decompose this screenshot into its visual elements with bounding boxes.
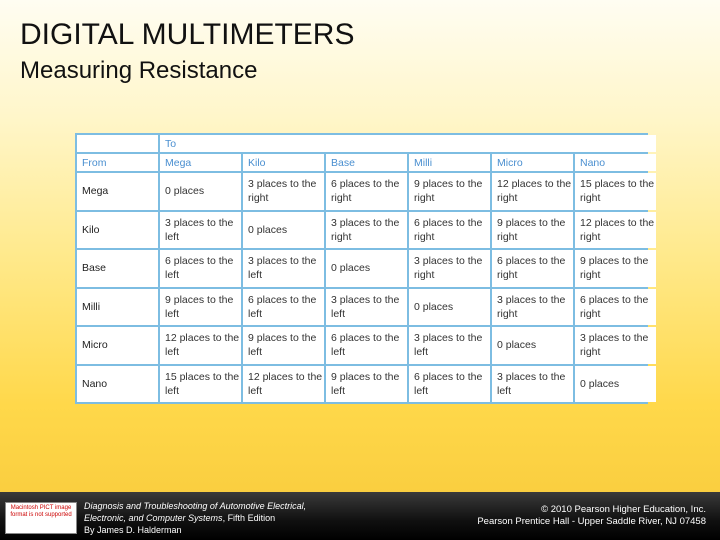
- column-header-base: Base: [326, 154, 407, 171]
- table-cell: 6 places to the right: [326, 173, 407, 210]
- table-cell: 12 places to the right: [575, 211, 656, 248]
- conversion-table: To From Mega Kilo Base Milli Micro Nano …: [75, 133, 658, 404]
- table-row: Mega 0 places 3 places to the right 6 pl…: [77, 173, 656, 210]
- table-cell: 15 places to the right: [575, 173, 656, 210]
- table-cell: 0 places: [492, 327, 573, 364]
- row-header-mega: Mega: [77, 173, 158, 210]
- book-author: By James D. Halderman: [84, 525, 182, 535]
- column-header-from: From: [77, 154, 158, 171]
- table-cell: 0 places: [243, 211, 324, 248]
- table-cell: 6 places to the left: [160, 250, 241, 287]
- table-cell: 6 places to the right: [492, 250, 573, 287]
- slide-subtitle: Measuring Resistance: [20, 57, 258, 84]
- table-cell: 6 places to the left: [409, 365, 490, 402]
- table-cell: 3 places to the left: [243, 250, 324, 287]
- column-header-nano: Nano: [575, 154, 656, 171]
- row-header-nano: Nano: [77, 365, 158, 402]
- table-cell: 6 places to the left: [243, 288, 324, 325]
- table-cell: 3 places to the left: [326, 288, 407, 325]
- column-header-milli: Milli: [409, 154, 490, 171]
- table-cell: 9 places to the left: [160, 288, 241, 325]
- table-cell: 15 places to the left: [160, 365, 241, 402]
- table-cell: 6 places to the left: [326, 327, 407, 364]
- table-cell: 9 places to the right: [409, 173, 490, 210]
- table-row: Micro 12 places to the left 9 places to …: [77, 327, 656, 364]
- table-cell: 3 places to the right: [409, 250, 490, 287]
- table-cell: 0 places: [160, 173, 241, 210]
- table-cell: 3 places to the right: [492, 288, 573, 325]
- slide-title: DIGITAL MULTIMETERS: [20, 18, 355, 51]
- table-row: Kilo 3 places to the left 0 places 3 pla…: [77, 211, 656, 248]
- book-title-line-2: Electronic, and Computer Systems, Fifth …: [84, 512, 354, 524]
- publisher-logo-placeholder: Macintosh PICT image format is not suppo…: [5, 502, 77, 534]
- table-cell: 6 places to the right: [409, 211, 490, 248]
- table-cell: 3 places to the left: [409, 327, 490, 364]
- table-cell: 9 places to the left: [243, 327, 324, 364]
- table-cell: 0 places: [575, 365, 656, 402]
- copyright-line-2: Pearson Prentice Hall - Upper Saddle Riv…: [477, 516, 706, 527]
- to-header: To: [160, 135, 656, 152]
- conversion-table-container: To From Mega Kilo Base Milli Micro Nano …: [75, 133, 656, 404]
- table-cell: 0 places: [409, 288, 490, 325]
- table-cell: 12 places to the left: [243, 365, 324, 402]
- table-cell: 12 places to the left: [160, 327, 241, 364]
- column-header-kilo: Kilo: [243, 154, 324, 171]
- book-title-line-1: Diagnosis and Troubleshooting of Automot…: [84, 501, 307, 511]
- book-title-line-2-text: Electronic, and Computer Systems: [84, 513, 223, 523]
- table-cell: 0 places: [326, 250, 407, 287]
- table-corner-cell: [77, 135, 158, 152]
- table-cell: 3 places to the left: [492, 365, 573, 402]
- column-header-mega: Mega: [160, 154, 241, 171]
- table-row: Nano 15 places to the left 12 places to …: [77, 365, 656, 402]
- slide-footer: Macintosh PICT image format is not suppo…: [0, 492, 720, 540]
- table-cell: 3 places to the right: [326, 211, 407, 248]
- copyright-notice: © 2010 Pearson Higher Education, Inc. Pe…: [406, 504, 706, 528]
- row-header-base: Base: [77, 250, 158, 287]
- table-row: Base 6 places to the left 3 places to th…: [77, 250, 656, 287]
- row-header-micro: Micro: [77, 327, 158, 364]
- row-header-kilo: Kilo: [77, 211, 158, 248]
- copyright-line-1: © 2010 Pearson Higher Education, Inc.: [541, 504, 706, 515]
- table-cell: 3 places to the left: [160, 211, 241, 248]
- table-cell: 6 places to the right: [575, 288, 656, 325]
- table-row: Milli 9 places to the left 6 places to t…: [77, 288, 656, 325]
- column-header-micro: Micro: [492, 154, 573, 171]
- table-cell: 9 places to the right: [575, 250, 656, 287]
- table-cell: 3 places to the right: [575, 327, 656, 364]
- table-cell: 9 places to the left: [326, 365, 407, 402]
- book-edition: , Fifth Edition: [222, 513, 276, 523]
- table-cell: 12 places to the right: [492, 173, 573, 210]
- book-citation: Diagnosis and Troubleshooting of Automot…: [84, 500, 354, 536]
- row-header-milli: Milli: [77, 288, 158, 325]
- table-cell: 9 places to the right: [492, 211, 573, 248]
- table-cell: 3 places to the right: [243, 173, 324, 210]
